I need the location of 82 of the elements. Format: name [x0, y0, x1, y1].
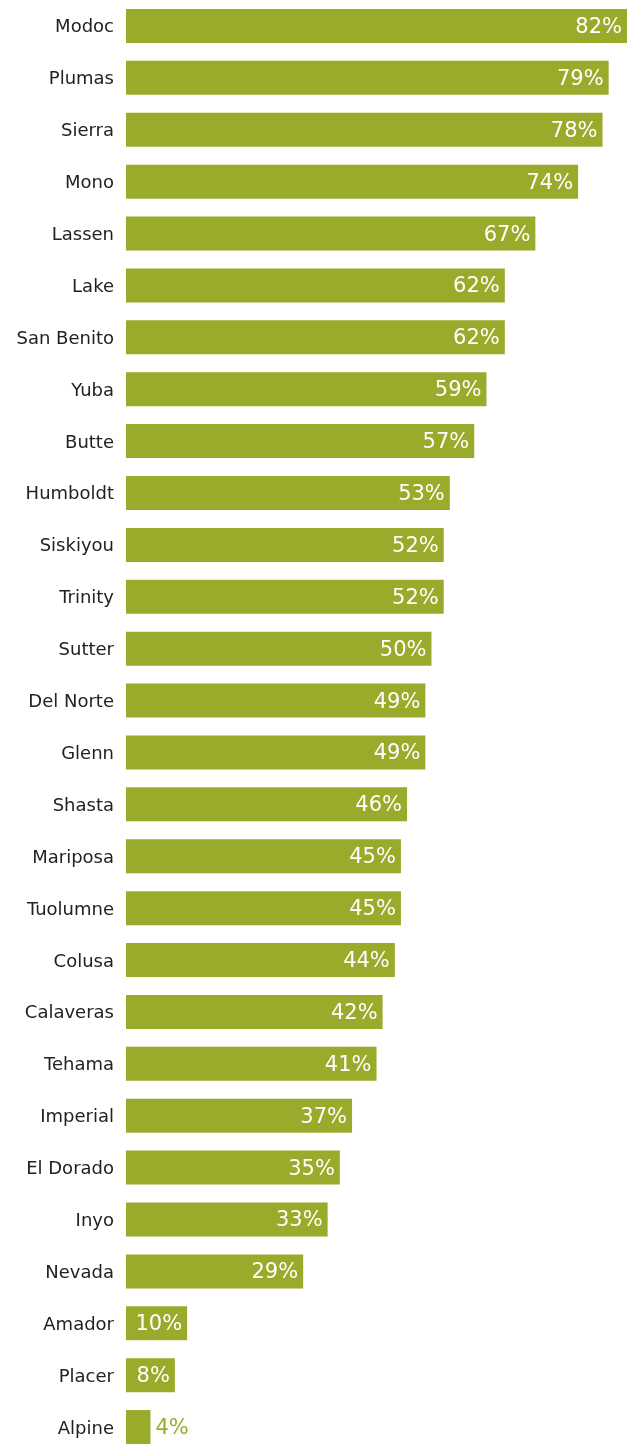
data-label: 45%	[349, 844, 396, 869]
y-tick-label: Nevada	[45, 1260, 114, 1282]
bar	[126, 527, 444, 562]
y-tick-label: Trinity	[58, 586, 115, 608]
y-tick-label: Imperial	[40, 1105, 114, 1127]
bar	[126, 1254, 304, 1289]
y-tick-label: Shasta	[52, 793, 114, 815]
data-label: 4%	[155, 1415, 189, 1440]
y-tick-label: Del Norte	[28, 690, 114, 712]
y-tick-label: Butte	[65, 430, 114, 452]
bar	[126, 1202, 328, 1237]
y-tick-label: Tuolumne	[25, 897, 114, 919]
y-tick-label: Mono	[65, 171, 114, 193]
data-label: 46%	[355, 792, 403, 817]
data-label: 50%	[379, 636, 427, 661]
data-label: 29%	[251, 1259, 299, 1284]
data-label: 57%	[422, 429, 470, 454]
data-label: 52%	[392, 584, 439, 609]
y-tick-label: Mariposa	[32, 845, 114, 867]
data-label: 53%	[398, 480, 445, 505]
y-tick-label: Plumas	[48, 67, 114, 89]
bar	[126, 424, 475, 459]
data-label: 82%	[575, 13, 622, 38]
data-label: 52%	[392, 532, 439, 557]
y-tick-label: El Dorado	[26, 1157, 114, 1179]
bar	[126, 60, 609, 95]
bar	[126, 1410, 151, 1445]
data-label: 45%	[349, 896, 396, 921]
y-tick-label: Modoc	[55, 15, 114, 37]
data-label: 79%	[556, 65, 604, 90]
bar	[126, 1098, 353, 1133]
data-label: 59%	[434, 377, 482, 402]
bar	[126, 839, 401, 874]
y-tick-label: Tehama	[42, 1053, 114, 1075]
y-tick-label: Calaveras	[24, 1001, 114, 1023]
data-label: 44%	[343, 948, 390, 973]
bar	[126, 735, 426, 770]
bar	[126, 164, 579, 199]
bar	[126, 268, 505, 303]
y-tick-label: Humboldt	[25, 482, 114, 504]
bar	[126, 112, 603, 147]
data-label: 42%	[330, 999, 378, 1024]
data-label: 62%	[453, 273, 500, 298]
y-tick-label: Sutter	[58, 638, 115, 660]
bar	[126, 320, 505, 355]
bar	[126, 1046, 377, 1081]
bar	[126, 475, 450, 510]
bar	[126, 579, 444, 614]
data-label: 41%	[324, 1051, 372, 1076]
data-label: 8%	[136, 1363, 170, 1388]
bar	[126, 631, 432, 666]
bar	[126, 216, 536, 251]
data-label: 62%	[453, 325, 500, 350]
y-tick-label: Inyo	[75, 1208, 114, 1230]
y-tick-label: Alpine	[57, 1416, 114, 1438]
y-tick-label: Sierra	[60, 119, 114, 141]
bar	[126, 1150, 340, 1185]
bar	[126, 787, 408, 822]
data-label: 49%	[373, 688, 421, 713]
y-tick-label: Lake	[72, 274, 114, 296]
data-label: 35%	[288, 1155, 335, 1180]
y-tick-label: Colusa	[53, 949, 114, 971]
y-tick-label: San Benito	[16, 326, 114, 348]
data-label: 78%	[550, 117, 598, 142]
y-tick-label: Lassen	[51, 223, 114, 245]
data-label: 49%	[373, 740, 421, 765]
bar	[126, 683, 426, 718]
y-tick-label: Glenn	[61, 741, 114, 763]
y-tick-label: Placer	[58, 1364, 115, 1386]
bar	[126, 8, 627, 43]
data-label: 33%	[275, 1207, 323, 1232]
y-tick-label: Yuba	[70, 378, 114, 400]
data-label: 37%	[300, 1103, 348, 1128]
data-label: 74%	[526, 169, 574, 194]
y-tick-label: Amador	[43, 1312, 115, 1334]
bar	[126, 994, 383, 1029]
bar	[126, 372, 487, 407]
data-label: 10%	[135, 1311, 183, 1336]
data-label: 67%	[483, 221, 531, 246]
bar	[126, 943, 395, 978]
bar	[126, 891, 401, 926]
y-tick-label: Siskiyou	[39, 534, 114, 556]
